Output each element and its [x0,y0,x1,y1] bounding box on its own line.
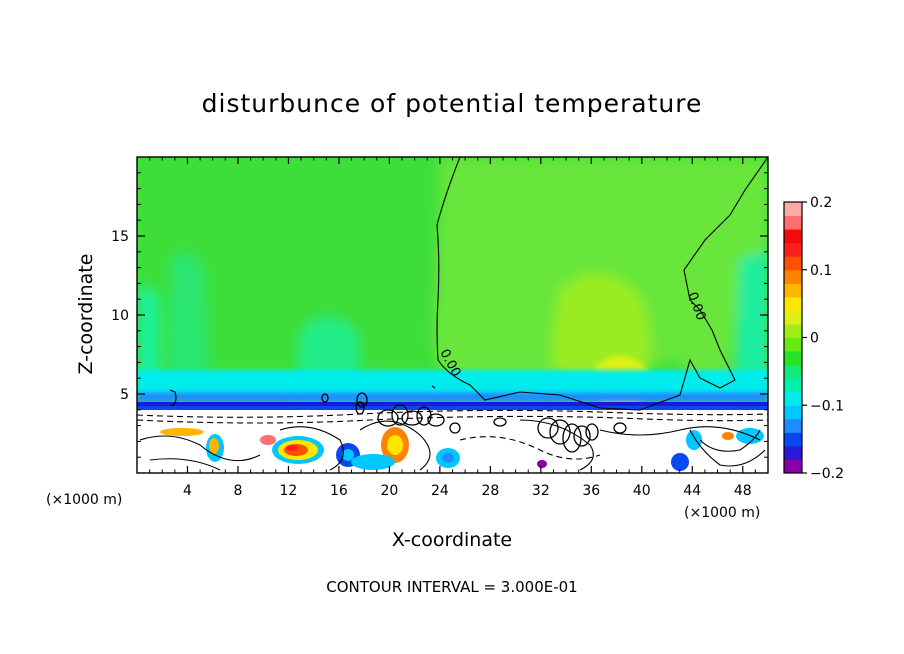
colorbar-swatch [784,432,802,447]
contour-interval-note: CONTOUR INTERVAL = 3.000E-01 [326,578,577,596]
boundary-blue [137,406,768,410]
boundary-lightblue [137,392,768,402]
colorbar-swatch [784,391,802,406]
colorbar-swatch [784,296,802,311]
x-tick-label-20: 20 [380,483,398,499]
colorbar-swatch [784,202,802,217]
colorbar-swatch [784,351,802,366]
colorbar: −0.2 −0.1 0 0.1 0.2 [783,195,844,482]
colorbar-swatch [784,269,802,284]
field-left-bump-1 [137,286,160,390]
y-tick-label-15: 15 [111,229,129,245]
contour-lines [137,157,768,471]
colorbar-swatch [784,256,802,271]
colorbar-swatch [784,215,802,230]
colorbar-swatch [784,405,802,420]
heatmap-field: 0.00 0.00 [137,157,768,473]
lower-color-patches [160,427,764,471]
colorbar-swatch [784,310,802,325]
colorbar-swatch [784,323,802,338]
x-unit-right: (×1000 m) [684,505,760,521]
colorbar-swatch [784,418,802,433]
y-tick-label-5: 5 [120,387,129,403]
colorbar-swatch [784,337,802,352]
colorbar-tick-label: −0.2 [810,466,844,482]
x-tick-label-4: 4 [183,483,192,499]
x-tick-label-8: 8 [233,483,242,499]
y-tick-label-10: 10 [111,308,129,324]
field-left-bump-2 [168,252,210,380]
colorbar-tick-label: −0.1 [810,398,844,414]
colorbar-swatch [784,459,802,474]
y-axis: 5 10 15 [111,172,768,458]
colorbar-tick-label: 0 [810,331,819,347]
colorbar-swatch [784,378,802,393]
x-tick-label-48: 48 [734,483,752,499]
x-tick-label-36: 36 [582,483,600,499]
x-tick-label-32: 32 [532,483,550,499]
field-right-edge [735,250,768,395]
colorbar-swatch [784,229,802,244]
colorbar-swatch [784,242,802,257]
x-tick-label-16: 16 [330,483,348,499]
colorbar-swatch [784,283,802,298]
colorbar-swatch [784,364,802,379]
y-axis-label: Z-coordinate [75,254,97,375]
colorbar-tick-label: 0.2 [810,195,832,211]
colorbar-tick-label: 0.1 [810,263,832,279]
boundary-darkblue [137,402,768,408]
x-axis: 4 8 12 16 20 24 28 32 36 40 44 48 [149,157,756,499]
x-tick-label-24: 24 [431,483,449,499]
x-tick-label-40: 40 [633,483,651,499]
x-unit-left: (×1000 m) [46,492,122,508]
x-tick-label-12: 12 [280,483,298,499]
x-tick-label-28: 28 [481,483,499,499]
chart-title: disturbunce of potential temperature [202,89,703,118]
colorbar-swatch [784,445,802,460]
x-tick-label-44: 44 [683,483,701,499]
x-axis-label: X-coordinate [392,529,512,551]
